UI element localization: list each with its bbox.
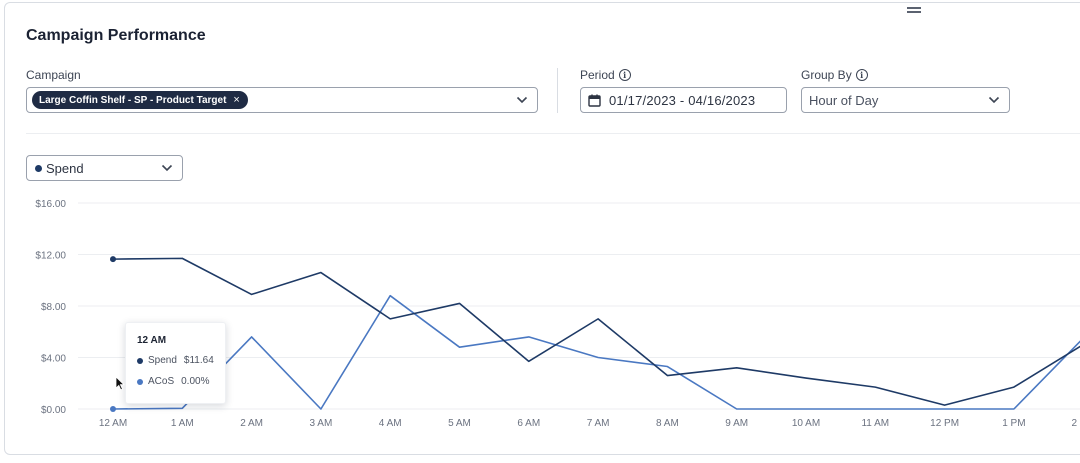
group-by-label-text: Group By bbox=[801, 68, 852, 82]
tooltip-title: 12 AM bbox=[137, 335, 167, 346]
y-tick-label: $12.00 bbox=[35, 251, 66, 262]
tooltip-acos-name: ACoS bbox=[148, 376, 175, 387]
tooltip-row-spend: Spend $11.64 bbox=[137, 355, 214, 366]
chip-remove-icon[interactable]: × bbox=[233, 94, 240, 106]
x-tick-label: 10 AM bbox=[792, 418, 820, 429]
section-divider bbox=[26, 133, 1080, 134]
group-by-select[interactable]: Hour of Day bbox=[801, 87, 1010, 113]
metric-select[interactable]: Spend bbox=[26, 155, 183, 181]
period-info-icon[interactable]: i bbox=[618, 69, 631, 81]
filter-divider bbox=[557, 68, 558, 113]
chevron-down-icon[interactable] bbox=[988, 96, 1000, 104]
tooltip-spend-value: $11.64 bbox=[183, 355, 214, 366]
period-date-picker[interactable]: 01/17/2023 - 04/16/2023 bbox=[580, 87, 787, 113]
campaign-label-text: Campaign bbox=[26, 68, 81, 82]
chart-tooltip: 12 AM Spend $11.64 ACoS 0.00% bbox=[125, 322, 226, 404]
y-tick-label: $4.00 bbox=[41, 354, 66, 365]
x-tick-label: 1 AM bbox=[171, 418, 194, 429]
period-label: Period i bbox=[580, 68, 631, 82]
series-line-spend bbox=[112, 257, 1080, 406]
x-tick-label: 11 AM bbox=[861, 418, 889, 429]
campaign-chip: Large Coffin Shelf - SP - Product Target… bbox=[32, 91, 248, 109]
y-tick-label: $16.00 bbox=[35, 199, 66, 210]
tooltip-acos-dot bbox=[137, 378, 143, 385]
tooltip-spend-dot bbox=[137, 357, 143, 364]
x-tick-label: 12 PM bbox=[930, 418, 959, 429]
period-label-text: Period bbox=[580, 68, 615, 82]
series-line-acos bbox=[112, 294, 1080, 410]
spend-color-dot bbox=[35, 164, 42, 172]
x-tick-label: 2 AM bbox=[240, 418, 263, 429]
tooltip-acos-value: 0.00% bbox=[181, 376, 210, 387]
tooltip-spend-name: Spend bbox=[148, 355, 177, 366]
chevron-down-icon[interactable] bbox=[161, 164, 173, 172]
group-by-info-icon[interactable]: i bbox=[855, 69, 868, 81]
x-tick-label: 6 AM bbox=[517, 418, 540, 429]
x-tick-label: 2 PM bbox=[1072, 418, 1080, 429]
hover-point-acos bbox=[110, 406, 116, 412]
campaign-select[interactable]: Large Coffin Shelf - SP - Product Target… bbox=[26, 87, 538, 113]
metric-select-value: Spend bbox=[46, 160, 84, 176]
campaign-label: Campaign bbox=[26, 68, 81, 82]
campaign-chip-label: Large Coffin Shelf - SP - Product Target bbox=[39, 94, 227, 106]
x-tick-label: 3 AM bbox=[310, 418, 333, 429]
x-tick-label: 1 PM bbox=[1002, 418, 1025, 429]
x-tick-label: 12 AM bbox=[99, 418, 127, 429]
group-by-value: Hour of Day bbox=[809, 92, 879, 108]
hover-point-spend bbox=[110, 256, 116, 263]
period-value: 01/17/2023 - 04/16/2023 bbox=[609, 92, 756, 108]
x-tick-label: 8 AM bbox=[656, 418, 679, 429]
drag-handle-icon[interactable] bbox=[907, 7, 921, 13]
x-tick-label: 7 AM bbox=[587, 418, 610, 429]
tooltip-row-acos: ACoS 0.00% bbox=[137, 376, 209, 387]
y-tick-label: $0.00 bbox=[41, 405, 66, 416]
mouse-cursor-icon bbox=[115, 376, 125, 391]
page-title: Campaign Performance bbox=[26, 27, 206, 44]
y-tick-label: $8.00 bbox=[41, 302, 66, 313]
x-tick-label: 4 AM bbox=[379, 418, 402, 429]
chevron-down-icon[interactable] bbox=[516, 96, 528, 104]
x-tick-label: 5 AM bbox=[448, 418, 471, 429]
calendar-icon bbox=[588, 94, 601, 107]
x-tick-label: 9 AM bbox=[725, 418, 748, 429]
group-by-label: Group By i bbox=[801, 68, 868, 82]
